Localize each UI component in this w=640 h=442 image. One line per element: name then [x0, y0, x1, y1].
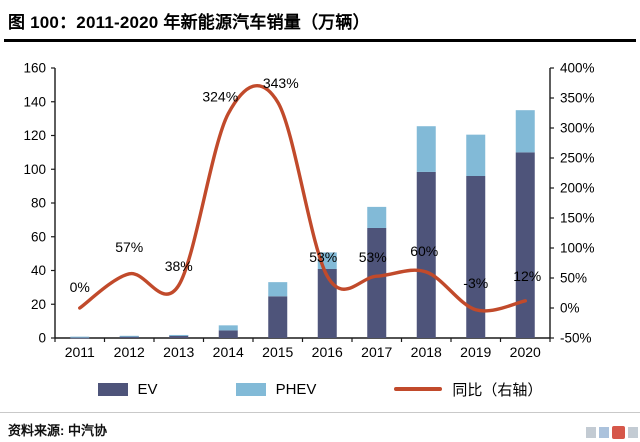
data-label-2019: -3%	[463, 275, 488, 291]
x-axis-label: 2014	[213, 344, 244, 360]
bar-ev-2020	[515, 152, 535, 338]
data-label-2013: 38%	[165, 258, 193, 274]
left-axis-tick-label: 100	[23, 162, 46, 177]
bar-ev-2011	[70, 336, 90, 339]
bar-phev-2020	[515, 110, 535, 153]
right-axis-tick-label: 350%	[560, 91, 595, 106]
figure-title: 图 100：2011-2020 年新能源汽车销量（万辆）	[8, 13, 370, 32]
bar-ev-2014	[218, 330, 238, 338]
right-axis-tick-label: 50%	[560, 271, 587, 286]
bar-ev-2016	[317, 268, 337, 338]
data-label-2015: 343%	[263, 75, 299, 91]
bar-ev-2017	[367, 227, 387, 338]
right-axis-tick-label: 250%	[560, 151, 595, 166]
watermark	[586, 424, 638, 440]
data-label-2012: 57%	[115, 239, 143, 255]
right-axis-tick-label: 300%	[560, 121, 595, 136]
bar-phev-2019	[466, 134, 486, 176]
legend-label-yoy: 同比（右轴）	[452, 381, 543, 399]
right-axis-tick-label: 0%	[560, 301, 580, 316]
right-axis-tick-label: 100%	[560, 241, 595, 256]
bar-phev-2018	[416, 126, 436, 172]
right-axis-tick-label: -50%	[560, 331, 592, 346]
left-axis-tick-label: 40	[31, 263, 46, 278]
chart-legend: EV PHEV 同比（右轴）	[0, 376, 640, 402]
data-label-2020: 12%	[513, 268, 541, 284]
x-axis-label: 2018	[411, 344, 442, 360]
x-axis-label: 2020	[510, 344, 541, 360]
line-swatch-icon	[394, 387, 443, 391]
watermark-glyph	[599, 426, 609, 438]
left-axis-tick-label: 0	[38, 331, 46, 346]
legend-item-phev: PHEV	[235, 380, 317, 398]
x-axis-label: 2019	[460, 344, 491, 360]
data-label-2016: 53%	[309, 249, 337, 265]
right-axis-tick-label: 400%	[560, 61, 595, 76]
x-axis-label: 2012	[114, 344, 145, 360]
legend-label-ev: EV	[137, 380, 158, 398]
legend-item-yoy-line: 同比（右轴）	[394, 379, 542, 400]
watermark-logo-icon	[612, 425, 625, 439]
bar-ev-2012	[119, 336, 139, 338]
chart-area: 0 20 40 60 80 100 120 140 160 -50% 0% 50% 100% 150% 20…	[0, 44, 640, 376]
left-axis-tick-label: 140	[23, 94, 46, 109]
bar-phev-2011	[70, 336, 90, 338]
watermark-glyph	[628, 426, 638, 438]
bar-ev-2015	[268, 296, 288, 338]
figure-title-row: 图 100：2011-2020 年新能源汽车销量（万辆）	[0, 0, 640, 39]
title-underline	[4, 39, 636, 42]
left-axis-tick-label: 160	[23, 61, 46, 76]
bar-phev-2017	[367, 206, 387, 228]
source-divider	[0, 412, 640, 413]
bar-phev-2015	[268, 282, 288, 297]
bar-phev-2014	[218, 325, 238, 331]
yoy-growth-line	[78, 84, 527, 313]
legend-item-ev: EV	[97, 380, 158, 398]
bar-ev-2013	[169, 335, 189, 338]
left-axis-tick-label: 120	[23, 128, 46, 143]
bar-phev-2012	[119, 335, 139, 337]
left-axis-tick-label: 80	[31, 196, 46, 211]
watermark-glyph	[586, 426, 596, 438]
combo-chart: 0 20 40 60 80 100 120 140 160 -50% 0% 50% 100% 150% 20…	[23, 61, 595, 361]
x-axis-label: 2011	[65, 344, 95, 360]
x-axis-label: 2015	[262, 344, 293, 360]
bar-phev-2013	[169, 334, 189, 336]
source-row: 资料来源: 中汽协	[0, 413, 640, 440]
legend-label-phev: PHEV	[275, 380, 317, 398]
bar-ev-2019	[466, 176, 486, 338]
data-label-2017: 53%	[359, 249, 387, 265]
right-axis-tick-label: 200%	[560, 181, 595, 196]
left-axis-tick-label: 60	[31, 229, 46, 244]
data-label-2011: 0%	[70, 279, 90, 295]
x-axis-label: 2016	[312, 344, 343, 360]
source-text: 资料来源: 中汽协	[8, 423, 107, 438]
right-axis-tick-label: 150%	[560, 211, 595, 226]
data-label-2014: 324%	[202, 89, 238, 105]
x-axis-label: 2013	[163, 344, 194, 360]
data-label-2018: 60%	[410, 243, 438, 259]
x-axis-label: 2017	[361, 344, 392, 360]
bar-ev-2018	[416, 171, 436, 338]
left-axis-tick-label: 20	[31, 297, 46, 312]
ev-swatch-icon	[97, 382, 128, 396]
phev-swatch-icon	[235, 382, 266, 396]
